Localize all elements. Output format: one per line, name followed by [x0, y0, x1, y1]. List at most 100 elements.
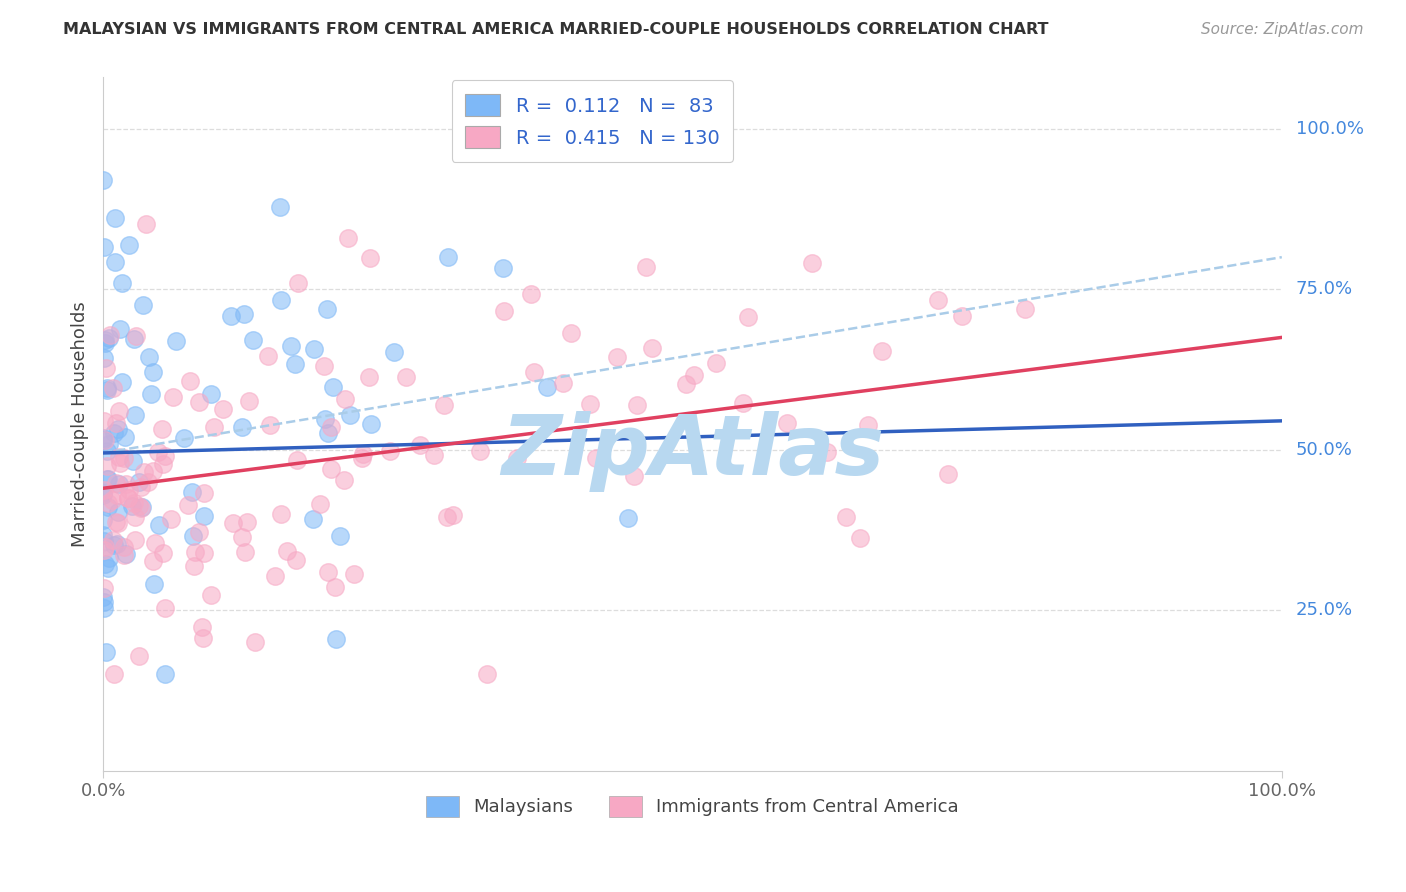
- Point: [870, 344, 893, 359]
- Point: [683, 368, 706, 383]
- Point: [505, 450, 527, 465]
- Point: [551, 376, 574, 391]
- Point: [350, 450, 373, 465]
- Point: [523, 365, 546, 379]
- Point: [202, 420, 225, 434]
- Point: [336, 230, 359, 244]
- Point: [103, 667, 125, 681]
- Point: [124, 533, 146, 547]
- Point: [128, 500, 150, 514]
- Point: [285, 553, 308, 567]
- Point: [121, 454, 143, 468]
- Point: [93, 173, 115, 187]
- Point: [94, 335, 117, 350]
- Point: [96, 381, 118, 395]
- Point: [270, 507, 292, 521]
- Point: [142, 365, 165, 379]
- Text: MALAYSIAN VS IMMIGRANTS FROM CENTRAL AMERICA MARRIED-COUPLE HOUSEHOLDS CORRELATI: MALAYSIAN VS IMMIGRANTS FROM CENTRAL AME…: [63, 22, 1049, 37]
- Point: [117, 238, 139, 252]
- Point: [108, 404, 131, 418]
- Point: [360, 417, 382, 432]
- Text: Source: ZipAtlas.com: Source: ZipAtlas.com: [1201, 22, 1364, 37]
- Point: [585, 451, 607, 466]
- Point: [359, 251, 381, 265]
- Point: [339, 408, 361, 422]
- Point: [111, 375, 134, 389]
- Point: [97, 436, 120, 450]
- Point: [124, 510, 146, 524]
- Point: [219, 309, 242, 323]
- Point: [91, 486, 114, 500]
- Text: 100.0%: 100.0%: [1296, 120, 1364, 137]
- Point: [737, 310, 759, 325]
- Point: [97, 472, 120, 486]
- Point: [131, 500, 153, 514]
- Point: [110, 322, 132, 336]
- Point: [114, 430, 136, 444]
- Point: [143, 536, 166, 550]
- Point: [329, 529, 352, 543]
- Point: [105, 488, 128, 502]
- Point: [641, 342, 664, 356]
- Point: [97, 496, 120, 510]
- Point: [423, 448, 446, 462]
- Point: [309, 497, 332, 511]
- Point: [191, 631, 214, 645]
- Point: [160, 512, 183, 526]
- Point: [100, 328, 122, 343]
- Point: [284, 358, 307, 372]
- Point: [950, 309, 973, 323]
- Y-axis label: Married-couple Households: Married-couple Households: [72, 301, 89, 547]
- Point: [259, 418, 281, 433]
- Point: [302, 512, 325, 526]
- Point: [200, 588, 222, 602]
- Point: [231, 420, 253, 434]
- Point: [323, 580, 346, 594]
- Point: [111, 277, 134, 291]
- Point: [191, 620, 214, 634]
- Point: [105, 516, 128, 530]
- Point: [626, 399, 648, 413]
- Point: [314, 412, 336, 426]
- Point: [93, 595, 115, 609]
- Point: [103, 538, 125, 552]
- Point: [319, 420, 342, 434]
- Point: [107, 422, 129, 436]
- Point: [731, 396, 754, 410]
- Point: [91, 528, 114, 542]
- Point: [132, 298, 155, 312]
- Point: [114, 476, 136, 491]
- Point: [101, 381, 124, 395]
- Point: [436, 510, 458, 524]
- Point: [112, 548, 135, 562]
- Point: [91, 513, 114, 527]
- Point: [93, 581, 115, 595]
- Point: [468, 443, 491, 458]
- Point: [94, 557, 117, 571]
- Point: [520, 287, 543, 301]
- Point: [492, 304, 515, 318]
- Point: [94, 361, 117, 376]
- Point: [193, 546, 215, 560]
- Point: [270, 293, 292, 308]
- Point: [835, 510, 858, 524]
- Point: [936, 467, 959, 482]
- Point: [173, 431, 195, 445]
- Point: [135, 217, 157, 231]
- Point: [193, 485, 215, 500]
- Point: [108, 450, 131, 465]
- Point: [107, 516, 129, 531]
- Point: [491, 260, 513, 275]
- Point: [322, 380, 344, 394]
- Point: [675, 376, 697, 391]
- Point: [409, 437, 432, 451]
- Point: [91, 590, 114, 604]
- Point: [93, 414, 115, 428]
- Point: [285, 452, 308, 467]
- Point: [91, 431, 114, 445]
- Point: [104, 211, 127, 226]
- Point: [97, 500, 120, 514]
- Point: [150, 422, 173, 436]
- Point: [181, 529, 204, 543]
- Point: [93, 543, 115, 558]
